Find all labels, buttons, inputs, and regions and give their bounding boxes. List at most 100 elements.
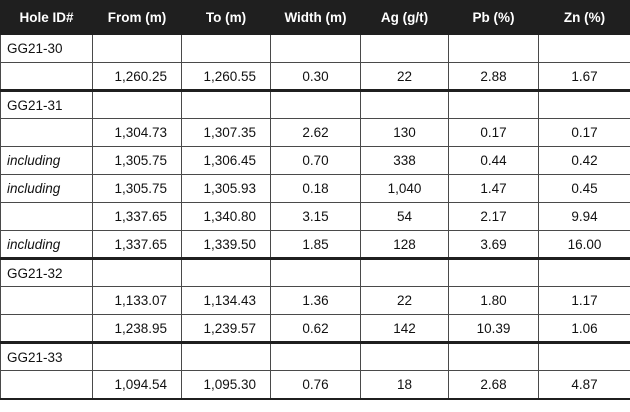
zn-cell: 0.42 xyxy=(538,146,630,175)
empty-cell xyxy=(448,257,539,287)
interval-label-cell: including xyxy=(0,174,93,203)
width-cell: 2.62 xyxy=(270,118,361,147)
interval-label-cell xyxy=(0,370,93,400)
table-row: 1,133.07 1,134.43 1.36 22 1.80 1.17 xyxy=(0,286,630,315)
from-cell: 1,238.95 xyxy=(92,314,182,343)
hole-id-cell: GG21-30 xyxy=(0,34,93,63)
pb-cell: 1.47 xyxy=(448,174,539,203)
empty-cell xyxy=(448,89,539,119)
pb-cell: 1.80 xyxy=(448,286,539,315)
interval-label-cell xyxy=(0,118,93,147)
interval-label-cell: including xyxy=(0,230,93,259)
header-pb: Pb (%) xyxy=(448,0,539,35)
ag-cell: 18 xyxy=(360,370,449,400)
empty-cell xyxy=(92,89,182,119)
empty-cell xyxy=(270,341,361,371)
hole-id-cell: GG21-33 xyxy=(0,341,93,371)
hole-row: GG21-31 xyxy=(0,89,630,119)
interval-label-cell xyxy=(0,314,93,343)
empty-cell xyxy=(538,89,630,119)
width-cell: 1.85 xyxy=(270,230,361,259)
width-cell: 0.62 xyxy=(270,314,361,343)
empty-cell xyxy=(360,341,449,371)
to-cell: 1,134.43 xyxy=(181,286,271,315)
hole-row: GG21-30 xyxy=(0,34,630,63)
empty-cell xyxy=(270,257,361,287)
from-cell: 1,337.65 xyxy=(92,202,182,231)
zn-cell: 9.94 xyxy=(538,202,630,231)
empty-cell xyxy=(538,257,630,287)
empty-cell xyxy=(538,341,630,371)
width-cell: 0.76 xyxy=(270,370,361,400)
ag-cell: 130 xyxy=(360,118,449,147)
header-row: Hole ID# From (m) To (m) Width (m) Ag (g… xyxy=(0,0,630,35)
pb-cell: 2.88 xyxy=(448,62,539,91)
empty-cell xyxy=(270,89,361,119)
ag-cell: 22 xyxy=(360,286,449,315)
from-cell: 1,337.65 xyxy=(92,230,182,259)
width-cell: 0.30 xyxy=(270,62,361,91)
to-cell: 1,306.45 xyxy=(181,146,271,175)
table-header: Hole ID# From (m) To (m) Width (m) Ag (g… xyxy=(0,0,630,35)
interval-label-cell xyxy=(0,62,93,91)
drill-results-table: Hole ID# From (m) To (m) Width (m) Ag (g… xyxy=(0,0,630,400)
from-cell: 1,304.73 xyxy=(92,118,182,147)
empty-cell xyxy=(181,89,271,119)
interval-label-cell xyxy=(0,286,93,315)
table-row: including 1,305.75 1,305.93 0.18 1,040 1.47 0.… xyxy=(0,174,630,203)
table-row: 1,094.54 1,095.30 0.76 18 2.68 4.87 xyxy=(0,370,630,400)
zn-cell: 1.17 xyxy=(538,286,630,315)
to-cell: 1,095.30 xyxy=(181,370,271,400)
header-ag: Ag (g/t) xyxy=(360,0,449,35)
ag-cell: 338 xyxy=(360,146,449,175)
ag-cell: 22 xyxy=(360,62,449,91)
empty-cell xyxy=(448,34,539,63)
width-cell: 0.70 xyxy=(270,146,361,175)
zn-cell: 0.45 xyxy=(538,174,630,203)
empty-cell xyxy=(181,341,271,371)
empty-cell xyxy=(360,257,449,287)
zn-cell: 16.00 xyxy=(538,230,630,259)
from-cell: 1,260.25 xyxy=(92,62,182,91)
pb-cell: 2.68 xyxy=(448,370,539,400)
header-zn: Zn (%) xyxy=(538,0,630,35)
table-row: 1,238.95 1,239.57 0.62 142 10.39 1.06 xyxy=(0,314,630,343)
hole-id-cell: GG21-32 xyxy=(0,257,93,287)
pb-cell: 0.44 xyxy=(448,146,539,175)
table-body: GG21-30 1,260.25 1,260.55 0.30 22 2.88 1.67 GG2… xyxy=(0,34,630,400)
from-cell: 1,305.75 xyxy=(92,174,182,203)
interval-label-cell xyxy=(0,202,93,231)
hole-id-cell: GG21-31 xyxy=(0,89,93,119)
to-cell: 1,339.50 xyxy=(181,230,271,259)
empty-cell xyxy=(360,34,449,63)
width-cell: 3.15 xyxy=(270,202,361,231)
from-cell: 1,305.75 xyxy=(92,146,182,175)
table-row: 1,337.65 1,340.80 3.15 54 2.17 9.94 xyxy=(0,202,630,231)
zn-cell: 1.06 xyxy=(538,314,630,343)
empty-cell xyxy=(181,34,271,63)
table-row: including 1,337.65 1,339.50 1.85 128 3.69 16.0… xyxy=(0,230,630,259)
header-width: Width (m) xyxy=(270,0,361,35)
zn-cell: 0.17 xyxy=(538,118,630,147)
width-cell: 0.18 xyxy=(270,174,361,203)
to-cell: 1,340.80 xyxy=(181,202,271,231)
to-cell: 1,260.55 xyxy=(181,62,271,91)
empty-cell xyxy=(92,257,182,287)
pb-cell: 10.39 xyxy=(448,314,539,343)
header-hole-id: Hole ID# xyxy=(0,0,93,35)
zn-cell: 1.67 xyxy=(538,62,630,91)
from-cell: 1,094.54 xyxy=(92,370,182,400)
empty-cell xyxy=(360,89,449,119)
ag-cell: 142 xyxy=(360,314,449,343)
width-cell: 1.36 xyxy=(270,286,361,315)
to-cell: 1,307.35 xyxy=(181,118,271,147)
table-row: including 1,305.75 1,306.45 0.70 338 0.44 0.42 xyxy=(0,146,630,175)
hole-row: GG21-32 xyxy=(0,257,630,287)
empty-cell xyxy=(448,341,539,371)
empty-cell xyxy=(270,34,361,63)
pb-cell: 2.17 xyxy=(448,202,539,231)
header-to: To (m) xyxy=(181,0,271,35)
ag-cell: 128 xyxy=(360,230,449,259)
to-cell: 1,239.57 xyxy=(181,314,271,343)
empty-cell xyxy=(92,341,182,371)
